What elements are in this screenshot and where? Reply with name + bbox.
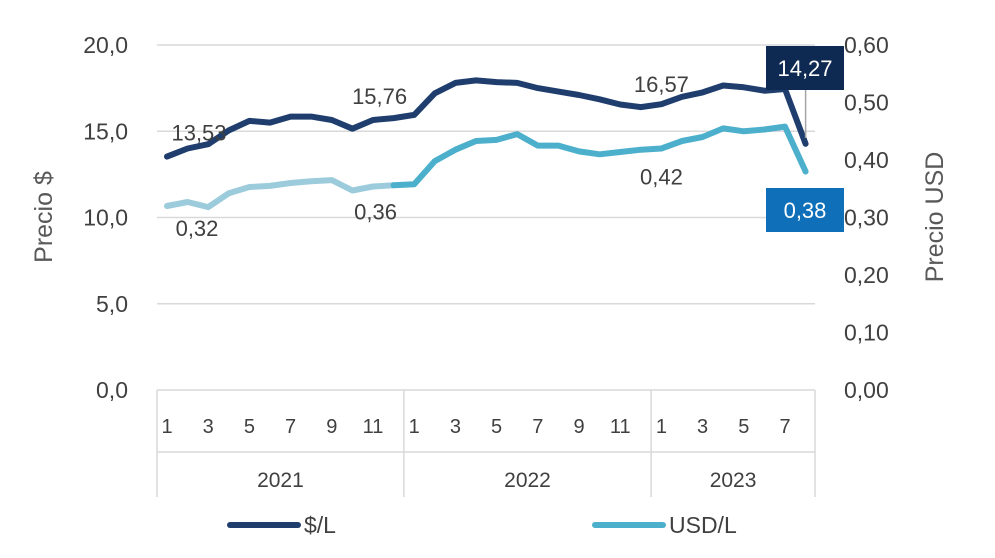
- month-tick-label: 11: [363, 416, 384, 438]
- right-axis: 0,00 0,10 0,20 0,30 0,40 0,50 0,60: [844, 32, 889, 403]
- month-tick-label: 11: [610, 416, 631, 438]
- month-tick-label: 5: [491, 416, 502, 438]
- right-axis-title: Precio USD: [921, 152, 949, 283]
- data-label: 0,36: [354, 199, 397, 224]
- left-tick-label: 0,0: [96, 377, 128, 403]
- right-tick-label: 0,40: [844, 147, 889, 173]
- data-label: 13,53: [171, 121, 226, 146]
- month-tick-label: 5: [738, 416, 749, 438]
- right-tick-label: 0,30: [844, 205, 889, 231]
- left-tick-label: 15,0: [83, 118, 128, 144]
- year-label: 2023: [710, 469, 757, 492]
- month-tick-label: 3: [450, 416, 461, 438]
- month-tick-label: 7: [532, 416, 543, 438]
- month-tick-label: 9: [326, 416, 337, 438]
- data-label: 14,27: [777, 56, 832, 81]
- data-label: 0,38: [784, 198, 827, 223]
- left-tick-label: 5,0: [96, 291, 128, 317]
- legend: $/L USD/L: [227, 512, 737, 538]
- series-usd-line-2021: [164, 177, 397, 211]
- gridlines: [157, 44, 815, 391]
- month-tick-label: 3: [203, 416, 214, 438]
- series-lines: [164, 77, 809, 211]
- right-tick-label: 0,00: [844, 377, 889, 403]
- data-labels: 13,53 15,76 16,57 14,27 0,32 0,36 0,42 0,38: [171, 46, 844, 241]
- data-label: 16,57: [634, 72, 689, 97]
- legend-label: USD/L: [669, 512, 737, 538]
- data-label: 0,42: [640, 165, 683, 190]
- series-usd-line: [390, 123, 809, 189]
- data-label-box: [766, 188, 844, 232]
- right-tick-label: 0,50: [844, 90, 889, 116]
- left-tick-label: 10,0: [83, 205, 128, 231]
- month-tick-label: 1: [656, 416, 667, 438]
- month-tick-label: 7: [285, 416, 296, 438]
- left-axis-title: Precio $: [30, 171, 58, 263]
- right-tick-label: 0,20: [844, 262, 889, 288]
- data-label: 15,76: [352, 84, 407, 109]
- month-tick-label: 1: [409, 416, 420, 438]
- right-tick-label: 0,60: [844, 32, 889, 58]
- year-label: 2021: [257, 469, 304, 492]
- month-tick-label: 9: [573, 416, 584, 438]
- month-tick-label: 5: [244, 416, 255, 438]
- legend-label: $/L: [304, 512, 336, 538]
- month-tick-label: 7: [779, 416, 790, 438]
- data-label: 0,32: [176, 216, 219, 241]
- data-label-box: [766, 46, 844, 90]
- year-label: 2022: [504, 469, 551, 492]
- series-peso-line: [164, 77, 809, 160]
- left-tick-label: 20,0: [83, 32, 128, 58]
- month-tick-label: 1: [161, 416, 172, 438]
- left-axis: 0,0 5,0 10,0 15,0 20,0: [83, 32, 128, 403]
- month-tick-label: 3: [697, 416, 708, 438]
- right-tick-label: 0,10: [844, 320, 889, 346]
